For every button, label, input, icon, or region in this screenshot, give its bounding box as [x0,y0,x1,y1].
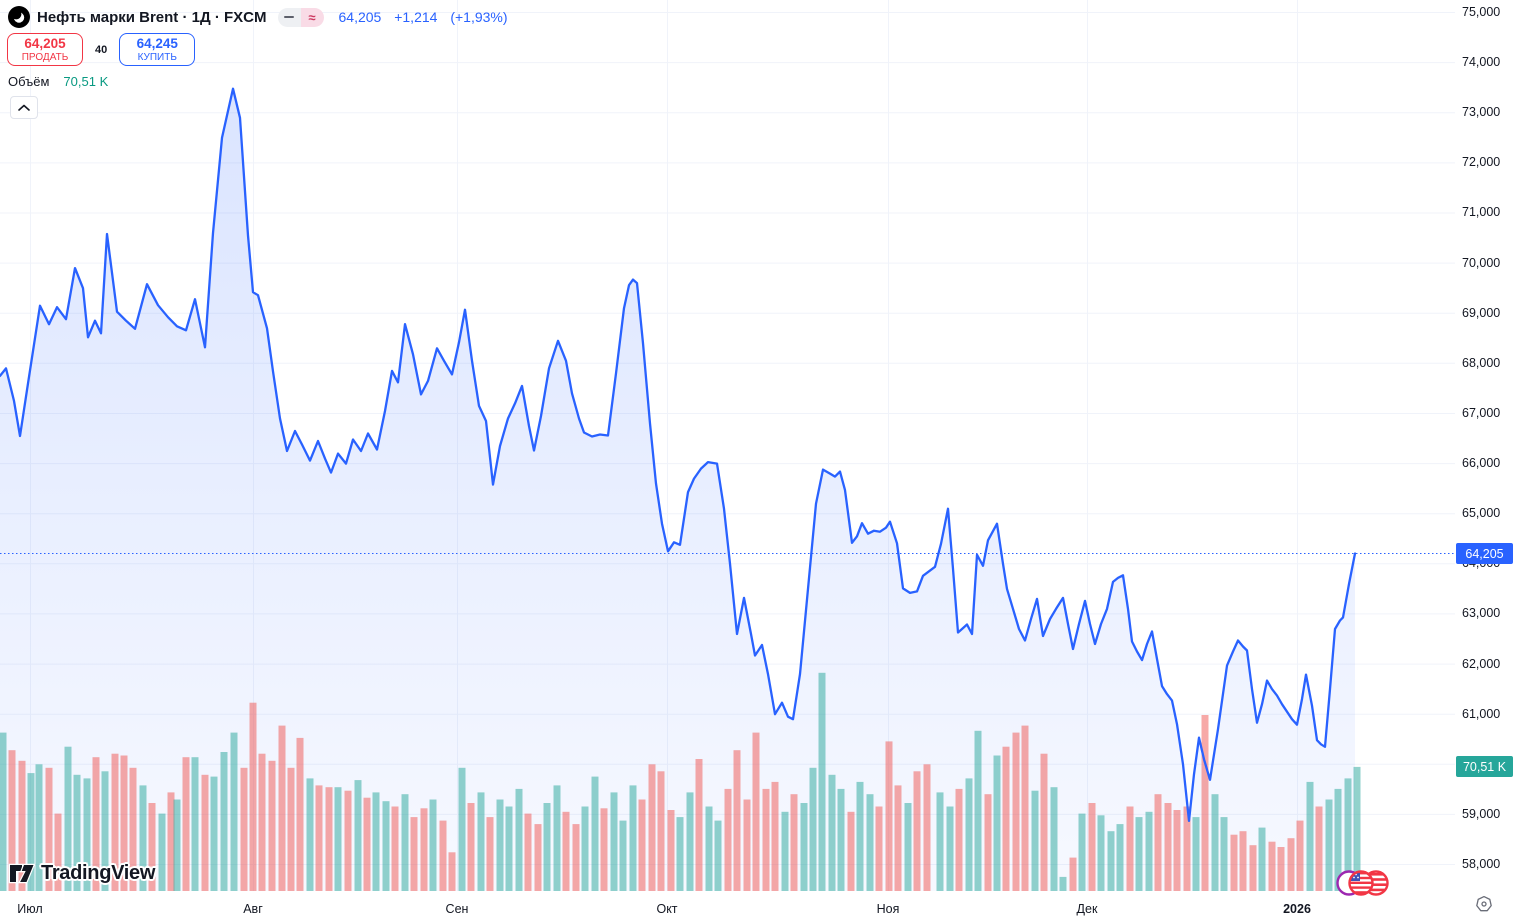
volume-badge: 70,51 K [1456,756,1513,778]
time-scale-settings-button[interactable] [1474,894,1493,913]
trade-buttons-row: 64,205 ПРОДАТЬ 40 64,245 КУПИТЬ [7,33,196,66]
time-tick-label: Июл [17,902,43,916]
sell-price: 64,205 [24,35,66,51]
price-tick-label: 73,000 [1462,105,1501,120]
price-tick-label: 66,000 [1462,456,1501,471]
volume-legend-label: Объём [8,74,50,89]
price-tick-label: 75,000 [1462,5,1501,19]
volume-legend-value: 70,51 K [63,74,109,89]
area-series [0,88,1355,891]
time-tick-label: Сен [445,902,469,916]
dash-icon [277,7,301,27]
price-tick-label: 69,000 [1462,305,1501,320]
price-change-row: 64,205 +1,214 (+1,93%) [339,9,517,25]
price-line [0,87,1455,823]
buy-price: 64,245 [136,35,178,51]
price-tick-label: 72,000 [1462,155,1501,170]
approx-icon: ≈ [300,7,324,27]
price-tick-label: 62,000 [1462,656,1501,671]
price-tick-label: 58,000 [1462,857,1501,872]
price-change-percent: (+1,93%) [450,9,508,25]
symbol-title[interactable]: Нефть марки Brent · 1Д · FXCM [37,8,267,26]
time-tick-label: Дек [1076,902,1098,916]
price-tick-label: 74,000 [1462,55,1501,70]
us-flag-icon [1348,870,1374,896]
chevron-up-icon [18,104,30,111]
price-tick-label: 63,000 [1462,606,1501,621]
time-tick-label: Ноя [876,902,900,916]
price-tick-label: 71,000 [1462,205,1501,220]
tradingview-mark-icon [8,863,35,884]
price-scale[interactable]: 75,000 74,000 73,000 72,000 71,000 70,000 69,0… [1455,0,1514,896]
tradingview-logo[interactable]: TradingView [8,862,155,885]
sell-label: ПРОДАТЬ [21,51,69,63]
gear-icon [1475,895,1492,911]
buy-label: КУПИТЬ [137,51,177,63]
market-flags[interactable] [1336,868,1390,898]
time-tick-label: Окт [656,902,678,916]
time-tick-label: Авг [243,902,263,916]
sell-button[interactable]: 64,205 ПРОДАТЬ [7,33,83,66]
last-price-badge: 64,205 [1456,543,1513,565]
price-tick-label: 68,000 [1462,355,1501,370]
brent-oil-logo-icon[interactable] [8,6,30,28]
price-tick-label: 61,000 [1462,706,1501,721]
spread-value: 40 [95,43,108,56]
volume-series [0,672,1361,891]
time-scale[interactable]: Июл Авг Сен Окт Ноя Дек 2026 [0,896,1455,921]
volume-legend[interactable]: Объём 70,51 K [8,74,108,89]
status-pill[interactable]: ≈ [277,7,324,27]
price-tick-label: 65,000 [1462,506,1501,521]
collapse-legend-button[interactable] [10,96,38,119]
chart-legend-header: Нефть марки Brent · 1Д · FXCM ≈ 64,205 +… [8,6,517,28]
tradingview-logo-text: TradingView [41,862,156,884]
price-tick-label: 59,000 [1462,806,1501,821]
last-price-value: 64,205 [338,9,382,25]
price-tick-label: 70,000 [1462,255,1501,270]
price-change-value: +1,214 [394,9,438,25]
time-tick-label: 2026 [1283,902,1311,916]
buy-button[interactable]: 64,245 КУПИТЬ [119,33,196,66]
price-tick-label: 67,000 [1462,405,1501,420]
